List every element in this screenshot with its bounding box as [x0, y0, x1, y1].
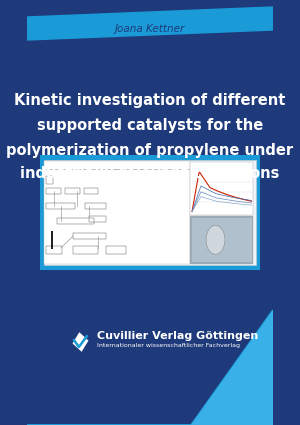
- Text: polymerization of propylene under: polymerization of propylene under: [6, 142, 294, 158]
- Text: Internationaler wissenschaftlicher Fachverlag: Internationaler wissenschaftlicher Fachv…: [97, 343, 240, 348]
- Text: supported catalysts for the: supported catalysts for the: [37, 117, 263, 133]
- Bar: [46, 203, 75, 209]
- Bar: [46, 188, 61, 194]
- Bar: [57, 218, 94, 224]
- Bar: [84, 188, 98, 194]
- Polygon shape: [27, 7, 273, 40]
- Text: Kinetic investigation of different: Kinetic investigation of different: [14, 93, 286, 108]
- Bar: [73, 233, 106, 239]
- Bar: [89, 216, 106, 222]
- Bar: [46, 246, 62, 254]
- Bar: [190, 216, 253, 264]
- Bar: [192, 218, 251, 262]
- Bar: [44, 160, 256, 265]
- Bar: [106, 246, 126, 254]
- Bar: [73, 246, 98, 254]
- Bar: [51, 231, 53, 249]
- Bar: [65, 188, 80, 194]
- Bar: [85, 203, 106, 209]
- Text: industrially relevant conditions: industrially relevant conditions: [20, 165, 280, 181]
- Text: Joana Kettner: Joana Kettner: [115, 24, 185, 34]
- Polygon shape: [27, 310, 273, 425]
- Text: Cuvillier Verlag Göttingen: Cuvillier Verlag Göttingen: [97, 331, 258, 341]
- Polygon shape: [73, 332, 88, 352]
- Bar: [46, 176, 53, 184]
- Polygon shape: [191, 310, 273, 425]
- Bar: [40, 155, 260, 270]
- Bar: [190, 162, 253, 215]
- Bar: [44, 161, 190, 264]
- Ellipse shape: [206, 225, 225, 254]
